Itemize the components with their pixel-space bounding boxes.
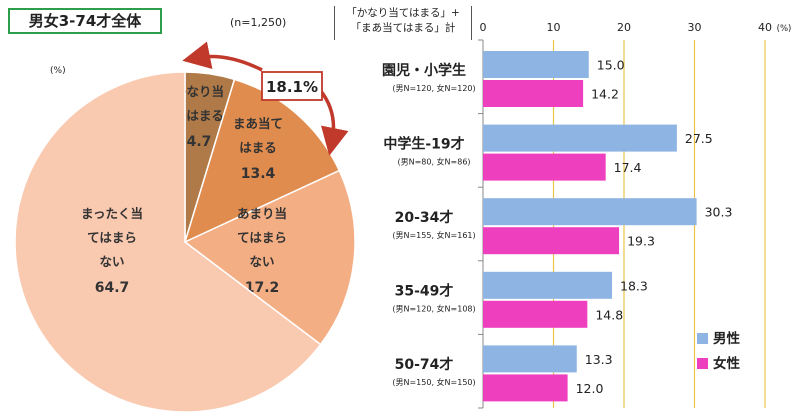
- category-sublabel: (男N=120, 女N=108): [392, 304, 475, 314]
- bar-caption-line2: 「まあ当てはまる」計: [350, 22, 456, 34]
- bar-value-label: 14.8: [595, 307, 623, 322]
- bar-chart: 0 10 20 30 40 (%) 園児・小学生 (男N=120, 女N=120) 15.0 14…: [382, 21, 792, 409]
- pie-unit-label: (%): [50, 66, 66, 76]
- pie-slice-value: 64.7: [95, 280, 130, 296]
- bar-value-label: 12.0: [576, 381, 604, 396]
- bar-value-label: 17.4: [614, 160, 642, 175]
- bar: [483, 374, 568, 402]
- pie-slice-label: ない: [99, 254, 124, 269]
- bar-value-label: 19.3: [627, 234, 655, 249]
- bar-value-label: 14.2: [591, 87, 619, 102]
- bar-value-label: 13.3: [585, 352, 613, 367]
- category-label: 中学生-19才: [383, 135, 464, 152]
- chart-title: 男女3-74才全体: [8, 8, 162, 34]
- bar: [483, 227, 620, 255]
- bar: [483, 271, 613, 299]
- category-label: 園児・小学生: [382, 62, 466, 79]
- pie-slice-label: てはまら: [237, 230, 287, 245]
- category-sublabel: (男N=120, 女N=120): [392, 83, 475, 93]
- pie-slice-label: あまり当: [237, 206, 287, 221]
- x-tick-label: 40: [758, 21, 772, 34]
- bar: [483, 198, 697, 226]
- legend-swatch: [697, 358, 708, 369]
- pie-slice: [183, 78, 341, 244]
- bar: [483, 300, 588, 328]
- bar: [483, 345, 577, 373]
- x-tick-label: 10: [547, 21, 561, 34]
- pie-slice: [14, 71, 322, 413]
- sample-size-label: (n=1,250): [230, 16, 287, 29]
- bar: [483, 51, 589, 78]
- category-sublabel: (男N=155, 女N=161): [392, 230, 475, 240]
- bar-unit-label: (%): [777, 24, 792, 34]
- pie-slice-label: まあ当て: [233, 116, 283, 131]
- bar: [483, 80, 584, 107]
- bar-value-label: 27.5: [685, 131, 713, 146]
- pie-slice-label: まったく当: [81, 206, 143, 221]
- bar-value-label: 18.3: [620, 278, 648, 293]
- category-sublabel: (男N=80, 女N=86): [397, 156, 470, 166]
- legend-label: 男性: [713, 330, 741, 347]
- category-label: 50-74才: [395, 356, 454, 373]
- x-tick-label: 0: [480, 21, 487, 34]
- category-label: 20-34才: [395, 209, 454, 226]
- pie-slice-label: ない: [249, 254, 274, 269]
- highlight-arrow: 18.1%: [182, 41, 349, 156]
- highlight-percentage: 18.1%: [266, 78, 318, 96]
- category-sublabel: (男N=150, 女N=150): [392, 377, 475, 387]
- x-tick-label: 30: [688, 21, 702, 34]
- category-label: 35-49才: [395, 283, 454, 300]
- pie-slice-value: 17.2: [245, 280, 280, 296]
- pie-slice-label: てはまる: [174, 108, 224, 123]
- highlight-box: [261, 71, 323, 101]
- pie-slice-value: 13.4: [241, 166, 276, 182]
- x-tick-label: 20: [617, 21, 631, 34]
- bar-value-label: 30.3: [705, 205, 733, 220]
- bar-caption-bracket: [334, 6, 472, 40]
- bar: [483, 124, 677, 152]
- bar-value-label: 15.0: [597, 58, 625, 73]
- legend-swatch: [697, 333, 708, 344]
- bar-caption-line1: 「かなり当てはまる」+: [346, 7, 460, 19]
- pie-slice-label: かなり当: [174, 84, 224, 99]
- legend-label: 女性: [713, 355, 741, 372]
- pie-slice-value: 4.7: [187, 134, 212, 150]
- pie-slice: [183, 169, 356, 346]
- arrow-left: [182, 41, 263, 72]
- pie-slice-label: てはまら: [87, 230, 137, 245]
- bar: [483, 153, 606, 181]
- bar-caption: 「かなり当てはまる」+ 「まあ当てはまる」計: [334, 6, 472, 40]
- pie-slice-label: はまる: [239, 140, 277, 155]
